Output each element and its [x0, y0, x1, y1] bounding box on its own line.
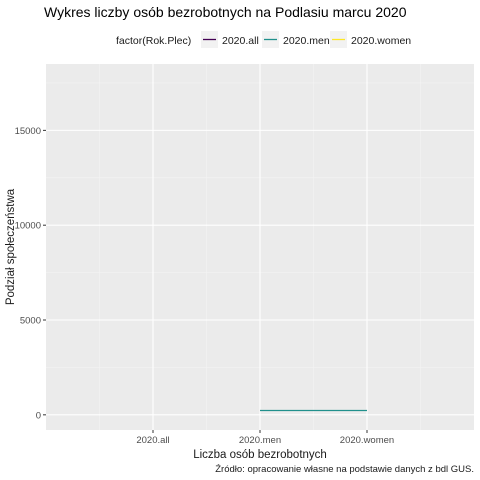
y-tick-label: 0	[36, 410, 41, 421]
y-axis: 0 5000 10000 15000	[15, 126, 46, 421]
chart-title: Wykres liczby osób bezrobotnych na Podla…	[44, 4, 407, 20]
y-tick-label: 15000	[15, 126, 41, 137]
chart-caption: Źródło: opracowanie własne na podstawie …	[215, 464, 474, 475]
y-tick-label: 10000	[15, 221, 41, 232]
legend-label: 2020.all	[222, 35, 259, 47]
legend-label: 2020.men	[283, 35, 330, 47]
x-tick-label: 2020.women	[340, 435, 394, 446]
legend-label: 2020.women	[351, 35, 411, 47]
x-axis-title: Liczba osób bezrobotnych	[193, 449, 327, 461]
x-axis: 2020.all 2020.men 2020.women	[136, 430, 394, 446]
y-tick-label: 5000	[20, 316, 41, 327]
x-tick-label: 2020.men	[239, 435, 281, 446]
legend-title: factor(Rok.Plec)	[116, 35, 191, 47]
grid-lines	[46, 64, 474, 430]
x-tick-label: 2020.all	[136, 435, 169, 446]
legend: factor(Rok.Plec) 2020.all 2020.men 2020.wo…	[116, 31, 411, 48]
y-axis-title: Podział społeczeństwa	[5, 188, 17, 305]
